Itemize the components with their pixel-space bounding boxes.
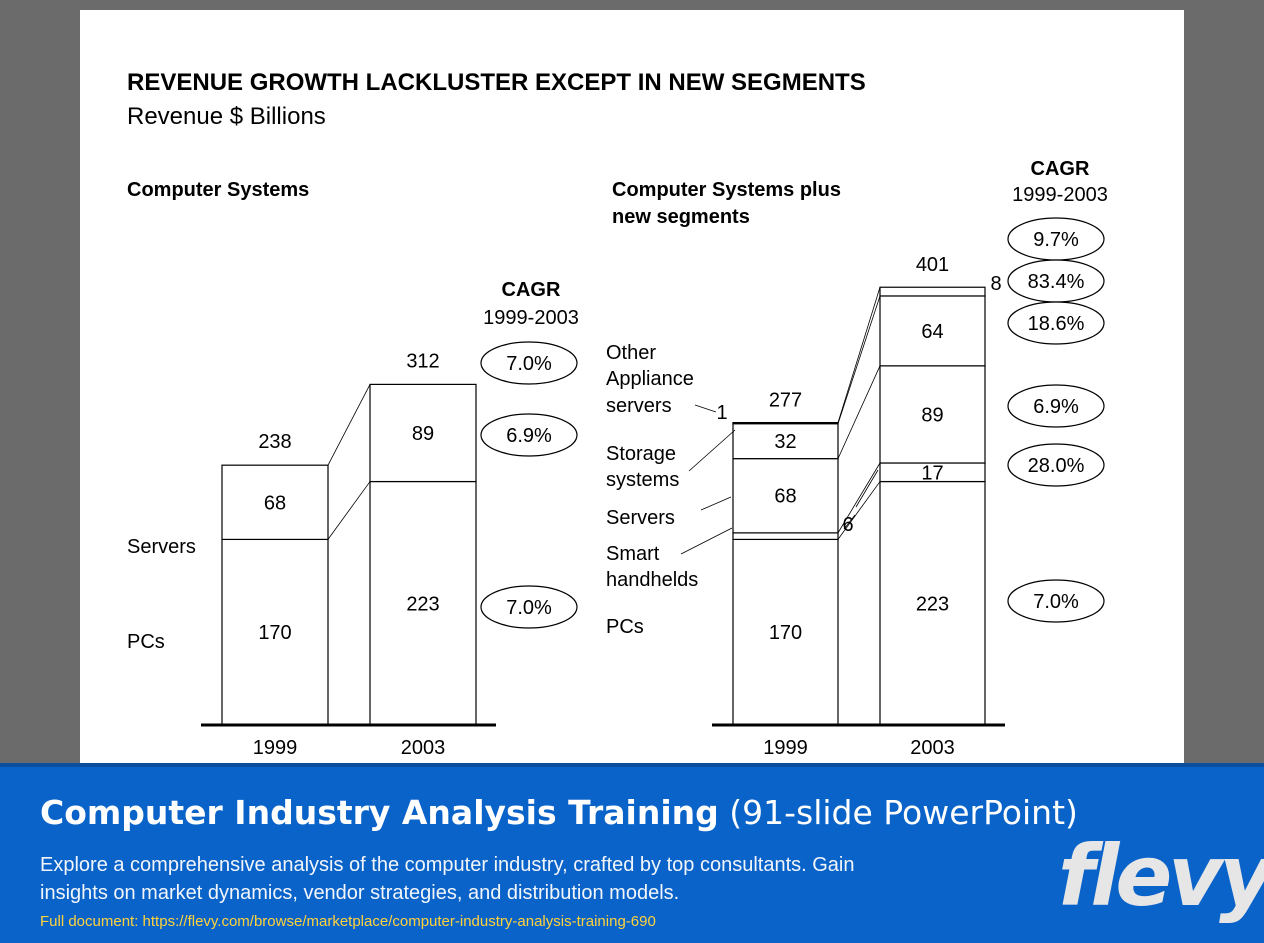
chart2-leader-handhelds-2003 <box>855 469 879 508</box>
chart2-label-other: Other <box>606 342 656 364</box>
chart2-xtick-1999: 1999 <box>763 737 808 759</box>
slide: REVENUE GROWTH LACKLUSTER EXCEPT IN NEW … <box>80 10 1184 763</box>
chart2-xtick-2003: 2003 <box>910 737 955 759</box>
footer-title-rest: (91-slide PowerPoint) <box>718 793 1078 832</box>
chart2-value-pcs-1999: 170 <box>769 622 802 644</box>
chart1-value-pcs-2003: 223 <box>406 593 439 615</box>
footer-title-bold: Computer Industry Analysis Training <box>40 793 719 832</box>
chart2-total-1999: 277 <box>769 390 802 412</box>
chart2-leader-smart <box>680 527 733 555</box>
chart2-connector <box>837 481 881 540</box>
chart2-label-handhelds: handhelds <box>606 569 698 591</box>
chart1-value-pcs-1999: 170 <box>258 622 291 644</box>
chart1-bar-servers-1999 <box>221 464 329 541</box>
chart2-cagr-period: 1999-2003 <box>1012 184 1108 206</box>
chart2-cagr-servers: 6.9% <box>1033 396 1079 418</box>
chart1-bar-servers-2003 <box>369 383 477 483</box>
chart1-cagr-period: 1999-2003 <box>483 307 579 329</box>
chart2-cagr-other: 83.4% <box>1028 271 1085 293</box>
chart2-value-pcs-2003: 223 <box>916 593 949 615</box>
chart2-bar-pcs-2003 <box>879 480 986 726</box>
chart2-connector <box>837 365 881 459</box>
chart1-value-servers-1999: 68 <box>264 492 286 514</box>
chart2-label-servers: Servers <box>606 507 675 529</box>
chart2-value-smart-handhelds-2003: 17 <box>921 462 943 484</box>
footer-link[interactable]: Full document: https://flevy.com/browse/… <box>40 913 656 930</box>
chart2-total-2003: 401 <box>916 254 949 276</box>
flevy-logo[interactable]: flevy <box>1058 827 1264 925</box>
chart1-heading: Computer Systems <box>127 179 309 201</box>
chart2-leader-handhelds-1999 <box>843 514 856 530</box>
chart2-value-other-appliance-2003: 8 <box>990 273 1001 295</box>
chart2-leader-servers <box>700 496 732 511</box>
chart2-cagr-header: CAGR <box>1031 158 1090 180</box>
chart2-heading-line2: new segments <box>612 206 750 228</box>
chart2-bar-other-appliance-servers-2003 <box>879 286 986 297</box>
chart2-cagr-pcs: 7.0% <box>1033 591 1079 613</box>
chart2-label-smart: Smart <box>606 543 660 565</box>
chart2-bar-storage-systems-2003 <box>879 295 986 367</box>
chart2-value-servers-1999: 68 <box>774 486 796 508</box>
chart2-label-pcs: PCs <box>606 616 644 638</box>
chart1-cagr-servers: 6.9% <box>506 425 552 447</box>
chart2-bar-servers-1999 <box>732 458 839 534</box>
chart1-value-servers-2003: 89 <box>412 423 434 445</box>
chart1-cagr-pcs-oval <box>480 585 578 629</box>
chart2-leader-storage <box>688 429 736 472</box>
chart2-value-storage-systems-1999: 32 <box>774 431 796 453</box>
chart2-bar-other-appliance-servers-1999 <box>732 421 839 425</box>
chart2-cagr-storage: 18.6% <box>1028 313 1085 335</box>
chart2-cagr-storage-oval <box>1007 301 1105 345</box>
chart2-connector <box>837 287 881 423</box>
chart1-total-2003: 312 <box>406 350 439 372</box>
chart1-label-servers: Servers <box>127 536 196 558</box>
chart2-label-servers-1: servers <box>606 395 672 417</box>
chart1-label-pcs: PCs <box>127 631 165 653</box>
chart1-cagr-header: CAGR <box>502 279 561 301</box>
chart2-bar-storage-systems-1999 <box>732 423 839 460</box>
chart2-cagr-pcs-oval <box>1007 579 1105 623</box>
chart2-cagr-total: 9.7% <box>1033 229 1079 251</box>
chart1-cagr-servers-oval <box>480 413 578 457</box>
chart2-heading-line1: Computer Systems plus <box>612 179 841 201</box>
chart2-bar-smart-handhelds-1999 <box>732 532 839 541</box>
chart2-label-storage: Storage <box>606 443 676 465</box>
revenue-chart: REVENUE GROWTH LACKLUSTER EXCEPT IN NEW … <box>127 69 1108 759</box>
chart2-value-servers-2003: 89 <box>921 404 943 426</box>
chart2-bar-pcs-1999 <box>732 538 839 726</box>
chart2-value-storage-systems-2003: 64 <box>921 321 943 343</box>
chart2-cagr-handhelds: 28.0% <box>1028 455 1085 477</box>
chart1-xtick-1999: 1999 <box>253 737 298 759</box>
chart1-cagr-total: 7.0% <box>506 353 552 375</box>
chart-title: REVENUE GROWTH LACKLUSTER EXCEPT IN NEW … <box>127 69 866 96</box>
chart2-label-systems: systems <box>606 469 679 491</box>
chart1-cagr-total-oval <box>480 341 578 385</box>
chart1-connector <box>327 481 371 540</box>
chart2-value-other-appliance-1999: 1 <box>716 402 727 424</box>
footer-description: Explore a comprehensive analysis of the … <box>40 854 855 904</box>
chart1-cagr-pcs: 7.0% <box>506 597 552 619</box>
chart2-connector <box>837 295 881 424</box>
chart2-cagr-servers-oval <box>1007 384 1105 428</box>
chart2-leader-other <box>694 404 717 413</box>
chart-subtitle: Revenue $ Billions <box>127 103 326 130</box>
footer-banner: Computer Industry Analysis Training (91-… <box>0 763 1264 943</box>
chart2-cagr-handhelds-oval <box>1007 443 1105 487</box>
chart1-connector <box>327 384 371 466</box>
footer-title: Computer Industry Analysis Training (91-… <box>40 793 1078 832</box>
chart1-bar-pcs-1999 <box>221 538 329 726</box>
chart2-bar-servers-2003 <box>879 365 986 464</box>
chart1-xtick-2003: 2003 <box>401 737 446 759</box>
chart2-label-appliance: Appliance <box>606 368 694 390</box>
chart1-total-1999: 238 <box>258 431 291 453</box>
chart2-connector <box>837 462 881 534</box>
